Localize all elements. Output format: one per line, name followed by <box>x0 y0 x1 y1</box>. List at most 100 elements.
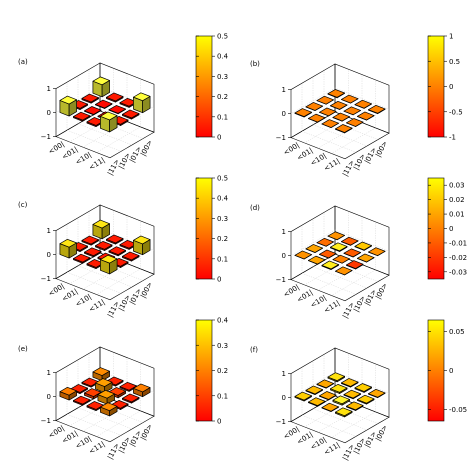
grid-line <box>301 415 357 437</box>
grid-line <box>66 130 122 152</box>
bar-3-3 <box>100 254 118 275</box>
chart-panel-c: 10−1|00>|01>|10>|11><00|<01|<10|<11|0.50… <box>41 175 229 319</box>
bar-face-top <box>368 104 386 114</box>
colorbar-tick-label: 0.1 <box>217 113 228 121</box>
bar-0-3 <box>368 388 386 399</box>
bar-face-top <box>354 99 372 109</box>
bar-0-0 <box>327 372 345 383</box>
bar-1-2 <box>108 105 126 115</box>
bar-3-2 <box>321 119 339 128</box>
bar-0-2 <box>354 99 372 109</box>
bar-face-top <box>106 92 124 102</box>
bar-face-top <box>133 383 151 393</box>
bar-0-3 <box>133 92 151 114</box>
bar-face-top <box>59 95 77 105</box>
colorbar-tick-label: 0 <box>217 134 221 142</box>
colorbar-tick-label: 0.1 <box>217 255 228 263</box>
bar-face-top <box>321 119 339 128</box>
bar-face-top <box>122 109 140 119</box>
bar-face-top <box>316 95 334 105</box>
colorbar-tick-label: 0.4 <box>217 53 229 61</box>
colorbar-tick-label: 0 <box>217 276 221 284</box>
bar-0-3 <box>133 383 151 398</box>
bar-face-top <box>316 237 334 247</box>
bar-face-top <box>343 106 361 116</box>
colorbar-tick-label: 0 <box>449 367 453 375</box>
bar-face-top <box>305 102 323 111</box>
bar-face-top <box>84 106 102 115</box>
z-tick-label: 1 <box>282 370 286 378</box>
bar-face-top <box>119 381 137 391</box>
bar-1-0 <box>81 235 99 246</box>
bar-face-top <box>319 249 337 259</box>
bar-1-1 <box>330 242 348 252</box>
bar-3-0 <box>294 391 312 402</box>
bar-2-2 <box>97 389 115 405</box>
bar-1-3 <box>122 393 140 404</box>
bar-3-3 <box>100 111 118 133</box>
bar-face-top <box>346 118 364 127</box>
grid-line <box>66 272 122 294</box>
grid-line <box>312 408 368 431</box>
colorbar-tick-label: 0.5 <box>217 175 228 183</box>
bar-face-top <box>100 111 118 121</box>
bar-face-top <box>294 108 312 117</box>
grid-line <box>334 87 390 110</box>
bar-1-1 <box>95 378 113 393</box>
bar-face-top <box>330 384 348 393</box>
bar-3-1 <box>308 397 326 407</box>
bar-face-top <box>73 395 91 405</box>
bar-3-1 <box>73 395 91 406</box>
bar-2-0 <box>305 244 323 253</box>
bar-face-top <box>95 99 113 109</box>
bar-face-top <box>73 111 91 121</box>
z-tick-label: 0 <box>282 110 286 118</box>
colorbar-tick-label: 0.2 <box>217 367 228 375</box>
colorbar-tick-label: 0.03 <box>449 182 465 190</box>
bar-face-top <box>327 231 345 241</box>
bar-0-2 <box>119 239 137 250</box>
bar-face-top <box>84 247 102 257</box>
colorbar: 0.05 0 -0.05 <box>427 319 467 422</box>
bar-0-0 <box>92 76 110 98</box>
bar-1-3 <box>357 253 375 263</box>
colorbar-tick-label: -0.5 <box>449 108 463 116</box>
bar-face-top <box>330 100 348 110</box>
bar-face-top <box>81 377 99 387</box>
bar-face-top <box>106 234 124 244</box>
bar-face-top <box>133 235 151 245</box>
colorbar: 0.5 0.4 0.3 0.2 0.1 0 <box>195 175 229 284</box>
bar-2-1 <box>319 391 337 401</box>
bar-face-top <box>108 246 126 255</box>
colorbar-tick-label: 0.5 <box>217 33 228 41</box>
grid-line <box>301 131 357 153</box>
bar-face-top <box>73 253 91 263</box>
z-tick-label: 1 <box>47 227 51 235</box>
bar-face-top <box>133 92 151 102</box>
bar-face-top <box>294 250 312 260</box>
bar-face-top <box>330 242 348 252</box>
bar-face-top <box>319 391 337 400</box>
bar-0-1 <box>341 94 359 104</box>
grid-line <box>66 414 122 436</box>
z-tick-label: 0 <box>47 251 51 259</box>
bar-3-1 <box>73 111 91 122</box>
colorbar: 0.4 0.3 0.2 0.1 0 <box>195 317 229 426</box>
z-tick-label: 1 <box>47 369 51 377</box>
bar-2-3 <box>346 260 364 270</box>
bar-face-top <box>354 383 372 392</box>
bar-face-top <box>316 379 334 389</box>
grid-line <box>301 273 357 295</box>
bar-face-top <box>321 260 339 270</box>
bar-3-1 <box>308 255 326 265</box>
colorbar-tick-label: 0.2 <box>217 93 228 101</box>
bar-1-3 <box>122 109 140 120</box>
bar-0-1 <box>341 236 359 246</box>
bar-face-top <box>81 93 99 103</box>
panel-label-d: (d) <box>250 204 260 212</box>
bar-1-1 <box>330 384 348 394</box>
floor-plane <box>290 253 390 302</box>
bar-face-top <box>341 94 359 104</box>
bar-3-2 <box>86 259 104 269</box>
